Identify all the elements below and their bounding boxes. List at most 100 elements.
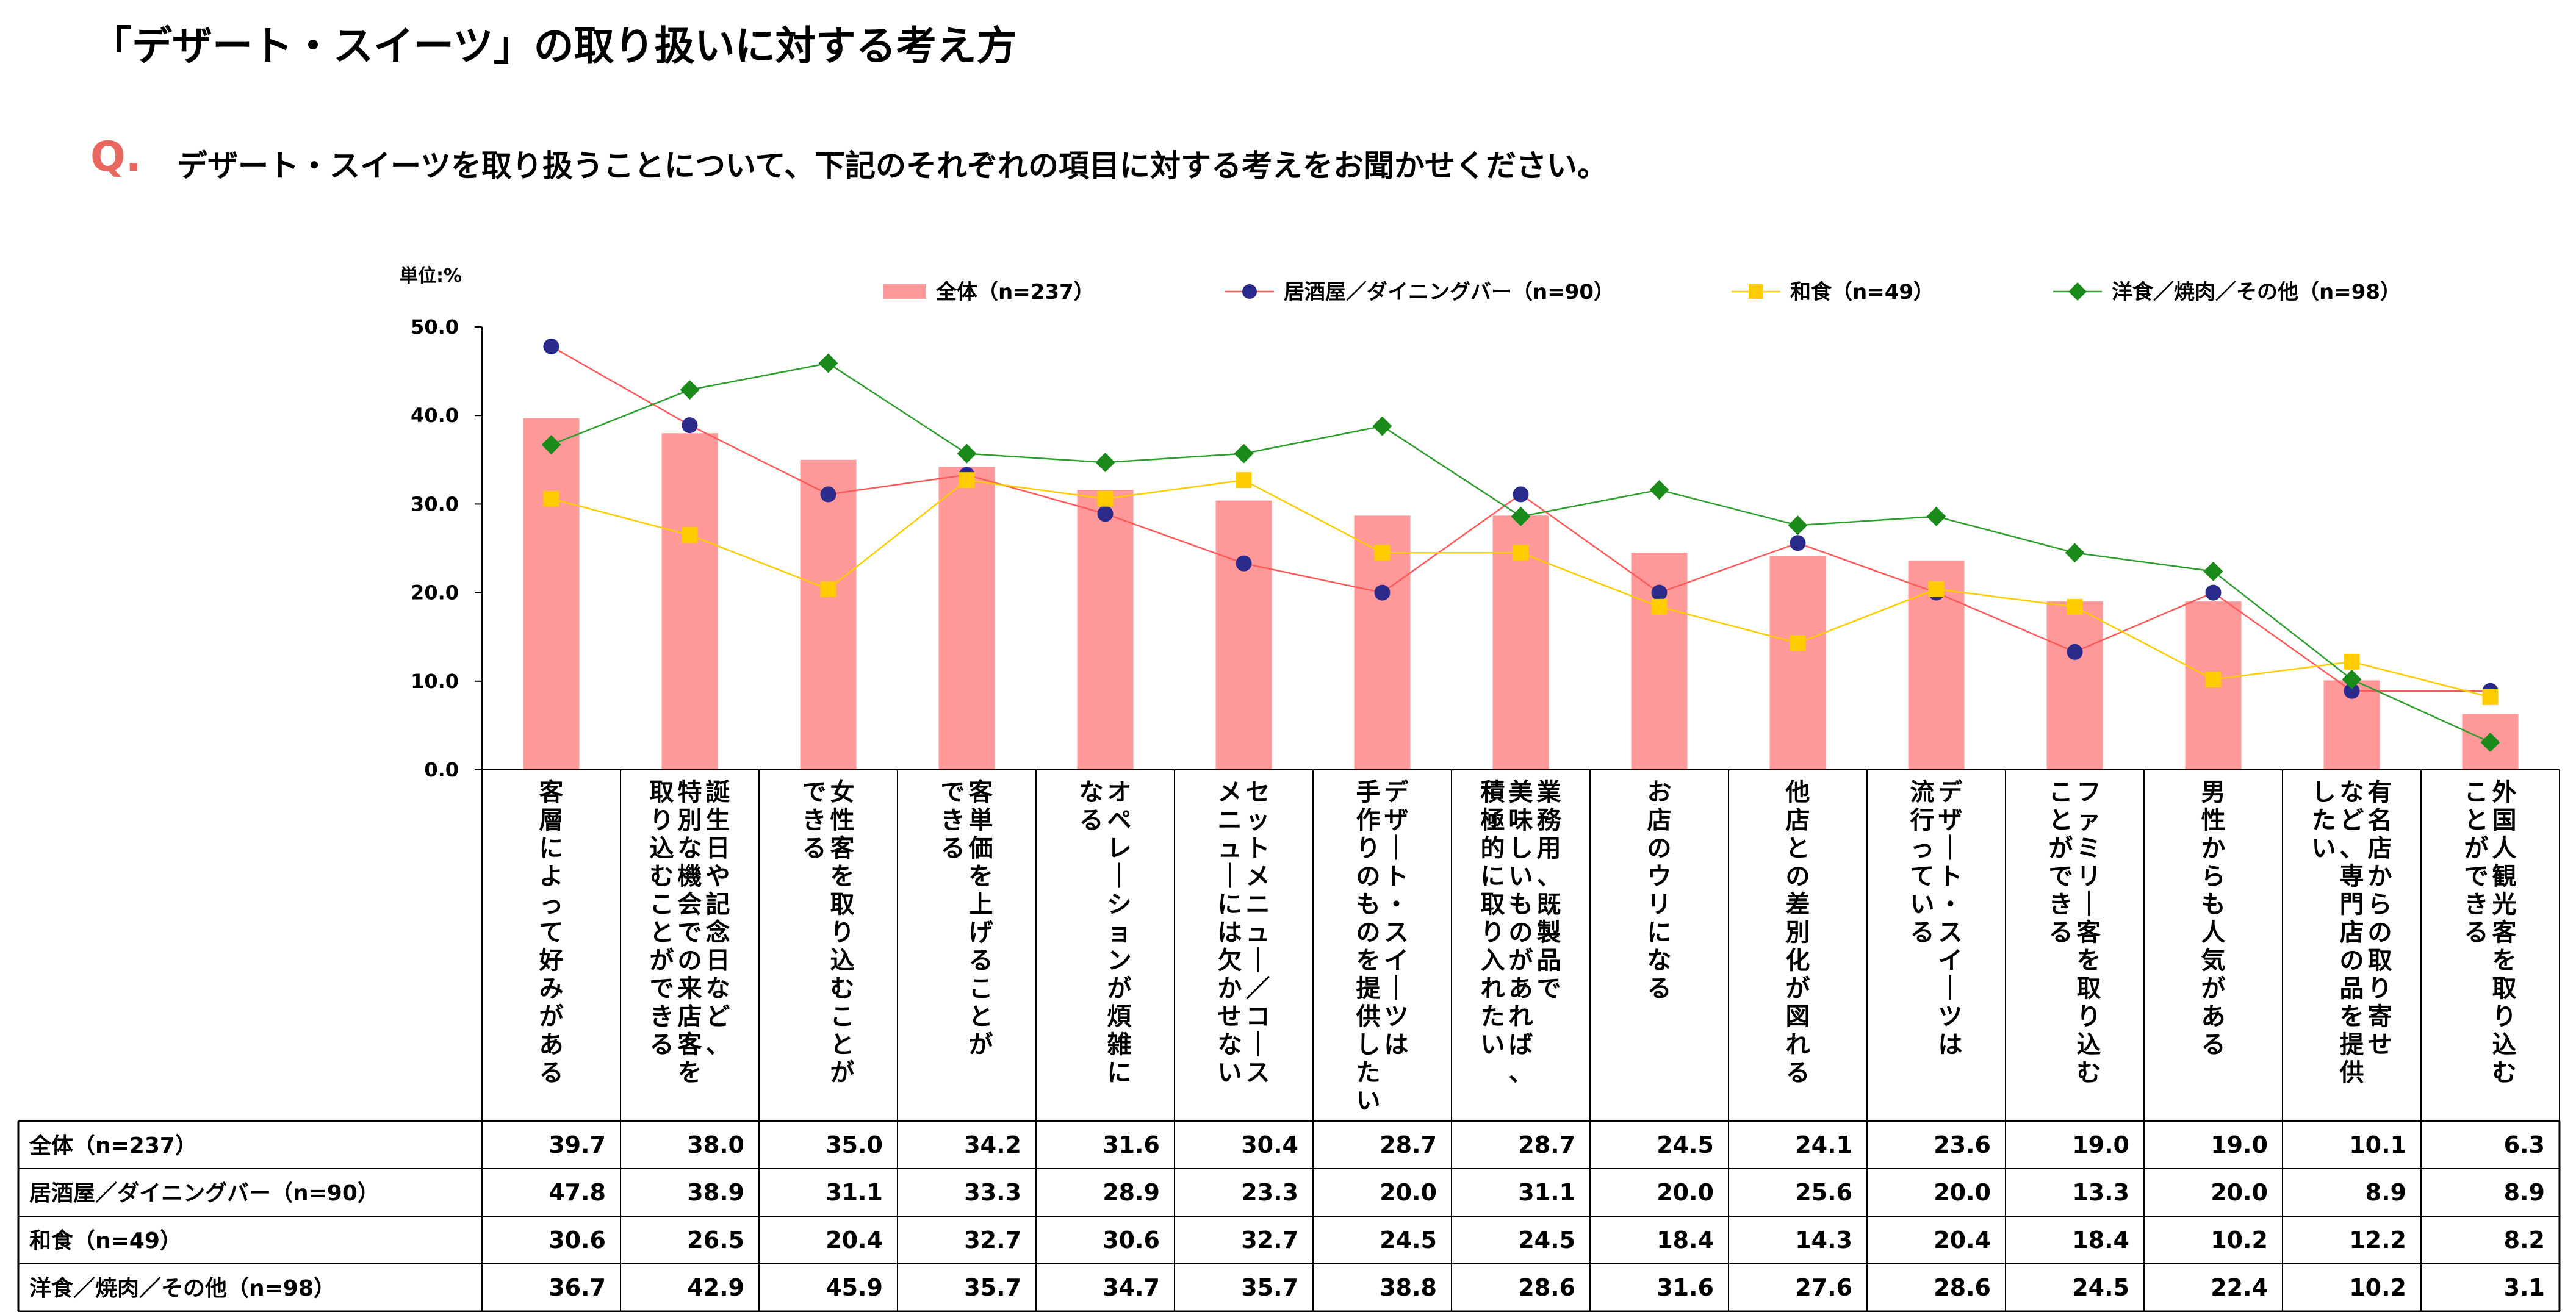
data-point — [820, 581, 836, 597]
category-label: メニュ｜には欠かせない — [1218, 778, 1242, 1087]
category-label: 有名店からの取り寄せ — [2368, 778, 2392, 1059]
table-cell: 19.0 — [2211, 1131, 2268, 1158]
table-cell: 32.7 — [964, 1227, 1021, 1253]
table-cell: 28.7 — [1380, 1131, 1437, 1158]
table-cell: 35.7 — [964, 1274, 1021, 1301]
table-cell: 31.1 — [1518, 1179, 1575, 1206]
table-cell: 31.1 — [826, 1179, 883, 1206]
data-point — [957, 443, 977, 464]
data-point — [2203, 561, 2223, 581]
legend-label: 洋食／焼肉／その他（n=98） — [2112, 280, 2401, 304]
page-title: 「デザート・スイーツ」の取り扱いに対する考え方 — [92, 23, 1017, 70]
table-cell: 31.6 — [1103, 1131, 1160, 1158]
table-cell: 8.9 — [2504, 1179, 2545, 1206]
legend-marker — [1242, 284, 1257, 299]
legend-swatch — [883, 284, 926, 299]
table-cell: 18.4 — [1657, 1227, 1714, 1253]
data-point — [1790, 535, 1806, 551]
category-label: 誕生日や記念日など、 — [706, 778, 730, 1059]
data-point — [959, 472, 975, 489]
data-point — [1513, 486, 1529, 503]
data-point — [1788, 515, 1808, 536]
category-label: 男性からも人気がある — [2201, 778, 2226, 1059]
category-label: 取り込むことができる — [650, 778, 674, 1059]
category-label: 手作りのものを提供したい — [1356, 778, 1381, 1115]
data-point — [1928, 581, 1945, 597]
data-point — [541, 435, 561, 455]
table-cell: 6.3 — [2504, 1131, 2545, 1158]
category-label: オペレ｜ションが煩雑に — [1107, 778, 1132, 1087]
data-point — [1236, 472, 1252, 489]
y-tick-label: 0.0 — [424, 758, 459, 781]
table-cell: 39.7 — [549, 1131, 606, 1158]
table-row-label: 洋食／焼肉／その他（n=98） — [29, 1276, 336, 1301]
table-cell: 8.2 — [2504, 1227, 2545, 1253]
table-cell: 3.1 — [2504, 1274, 2545, 1301]
table-cell: 13.3 — [2072, 1179, 2129, 1206]
table-cell: 28.9 — [1103, 1179, 1160, 1206]
category-label: できる — [802, 778, 827, 862]
category-label: ことができる — [2464, 778, 2489, 947]
table-cell: 20.0 — [2211, 1179, 2268, 1206]
bar — [1077, 490, 1134, 770]
bar — [938, 467, 995, 770]
table-cell: 23.6 — [1934, 1131, 1991, 1158]
category-label: 業務用、既製品で — [1537, 778, 1562, 1003]
table-cell: 23.3 — [1241, 1179, 1298, 1206]
data-point — [1236, 555, 1252, 572]
table-cell: 28.6 — [1518, 1274, 1575, 1301]
table-cell: 12.2 — [2349, 1227, 2406, 1253]
data-point — [2482, 689, 2499, 705]
table-cell: 33.3 — [964, 1179, 1021, 1206]
table-cell: 34.7 — [1103, 1274, 1160, 1301]
y-tick-label: 50.0 — [411, 315, 459, 339]
table-cell: 27.6 — [1795, 1274, 1852, 1301]
table-cell: 35.7 — [1241, 1274, 1298, 1301]
category-label: セットメニュ｜／コ｜ス — [1246, 778, 1270, 1087]
data-point — [2342, 669, 2362, 689]
category-label: ファミリ｜客を取り込む — [2077, 778, 2101, 1087]
table-cell: 28.7 — [1518, 1131, 1575, 1158]
table-cell: 42.9 — [687, 1274, 744, 1301]
bar — [523, 418, 580, 770]
category-label: できる — [941, 778, 965, 862]
data-point — [2344, 653, 2360, 670]
table-cell: 24.5 — [1380, 1227, 1437, 1253]
data-point — [682, 417, 698, 434]
category-label: デザ｜ト・スイ｜ツは — [1384, 778, 1409, 1059]
legend-label: 和食（n=49） — [1790, 280, 1934, 304]
table-cell: 47.8 — [549, 1179, 606, 1206]
data-point — [2205, 584, 2222, 601]
data-point — [543, 338, 559, 354]
legend-label: 居酒屋／ダイニングバー（n=90） — [1284, 280, 1614, 304]
data-point — [2344, 683, 2360, 699]
table-cell: 8.9 — [2366, 1179, 2406, 1206]
data-point — [1095, 453, 1115, 473]
y-tick-label: 10.0 — [411, 670, 459, 693]
bar — [1769, 556, 1826, 770]
data-point — [1926, 506, 1946, 526]
table-cell: 20.0 — [1934, 1179, 1991, 1206]
bar — [1215, 500, 1272, 770]
table-cell: 30.4 — [1241, 1131, 1298, 1158]
table-cell: 30.6 — [1103, 1227, 1160, 1253]
table-cell: 24.1 — [1795, 1131, 1852, 1158]
category-label: など、専門店の品を提供 — [2340, 778, 2364, 1087]
category-label: 客単価を上げることが — [968, 778, 993, 1059]
table-row-label: 全体（n=237） — [29, 1133, 197, 1158]
legend-marker — [1749, 284, 1763, 299]
table-cell: 36.7 — [549, 1274, 606, 1301]
table-cell: 20.0 — [1657, 1179, 1714, 1206]
category-label: 積極的に取り入れたい — [1481, 778, 1505, 1059]
y-tick-label: 40.0 — [411, 404, 459, 427]
data-point — [2205, 671, 2222, 687]
y-tick-label: 30.0 — [411, 492, 459, 515]
table-row-label: 居酒屋／ダイニングバー（n=90） — [29, 1181, 380, 1206]
table-cell: 30.6 — [549, 1227, 606, 1253]
table-cell: 31.6 — [1657, 1274, 1714, 1301]
data-point — [1097, 506, 1114, 522]
table-cell: 32.7 — [1241, 1227, 1298, 1253]
data-point — [1234, 443, 1254, 464]
data-point — [1374, 584, 1391, 601]
bar — [2046, 601, 2103, 770]
